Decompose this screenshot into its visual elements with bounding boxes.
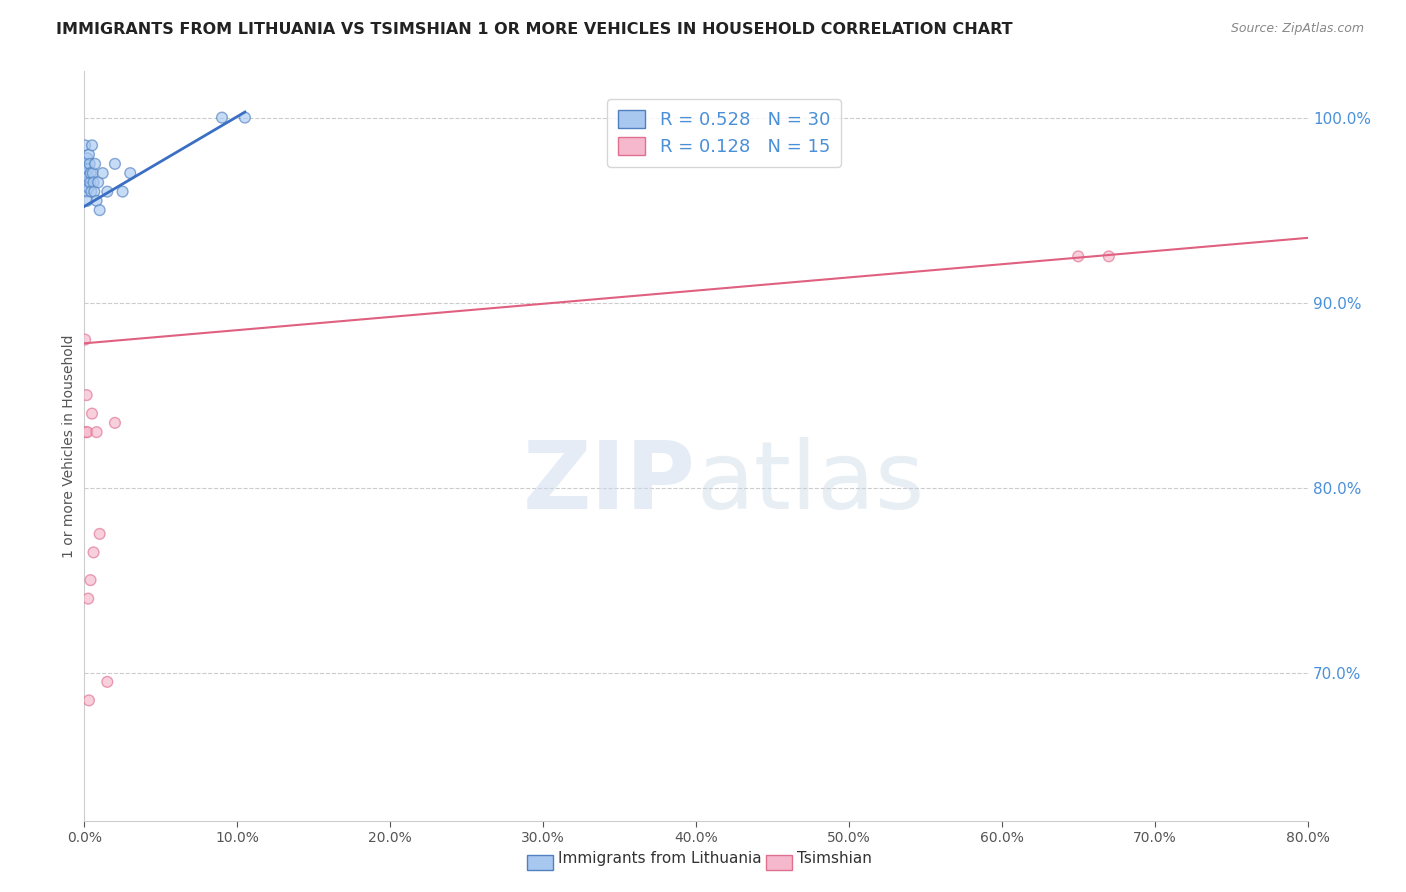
Point [79,166,101,180]
Point [104,157,127,171]
Point [83,185,105,199]
Point [77,591,100,606]
Y-axis label: 1 or more Vehicles in Household: 1 or more Vehicles in Household [62,334,76,558]
Point [79,175,101,189]
Point [76,151,98,165]
Point [76,388,98,402]
Point [96,674,118,689]
Point [79,573,101,587]
Point [79,157,101,171]
Point [76,185,98,199]
Point [80,185,103,199]
Text: Immigrants from Lithuania: Immigrants from Lithuania [558,851,762,866]
Point [84,157,107,171]
Point [104,416,127,430]
Point [211,111,233,125]
Text: atlas: atlas [696,437,924,530]
Point [77,181,100,195]
Point [86,425,108,439]
Point [87,175,110,189]
Text: Source: ZipAtlas.com: Source: ZipAtlas.com [1230,22,1364,36]
Point [86,194,108,208]
Point [77,147,100,161]
Point [89,203,111,218]
Point [77,693,100,707]
Point [76,194,98,208]
Point [80,138,103,153]
Point [75,175,97,189]
Point [83,545,105,559]
Point [91,166,114,180]
Point [83,175,105,189]
Point [120,166,142,180]
Point [75,166,97,180]
Point [75,425,97,439]
Point [96,185,118,199]
Point [111,185,134,199]
Point [1098,249,1121,263]
Legend: R = 0.528   N = 30, R = 0.128   N = 15: R = 0.528 N = 30, R = 0.128 N = 15 [607,99,841,167]
Point [1067,249,1090,263]
Point [76,425,98,439]
Text: Tsimshian: Tsimshian [797,851,872,866]
Point [75,333,97,347]
Text: IMMIGRANTS FROM LITHUANIA VS TSIMSHIAN 1 OR MORE VEHICLES IN HOUSEHOLD CORRELATI: IMMIGRANTS FROM LITHUANIA VS TSIMSHIAN 1… [56,22,1012,37]
Point [76,162,98,177]
Point [89,527,111,541]
Text: ZIP: ZIP [523,437,696,530]
Point [82,166,104,180]
Point [80,407,103,421]
Point [75,157,97,171]
Point [77,169,100,184]
Point [233,111,256,125]
Point [75,138,97,153]
